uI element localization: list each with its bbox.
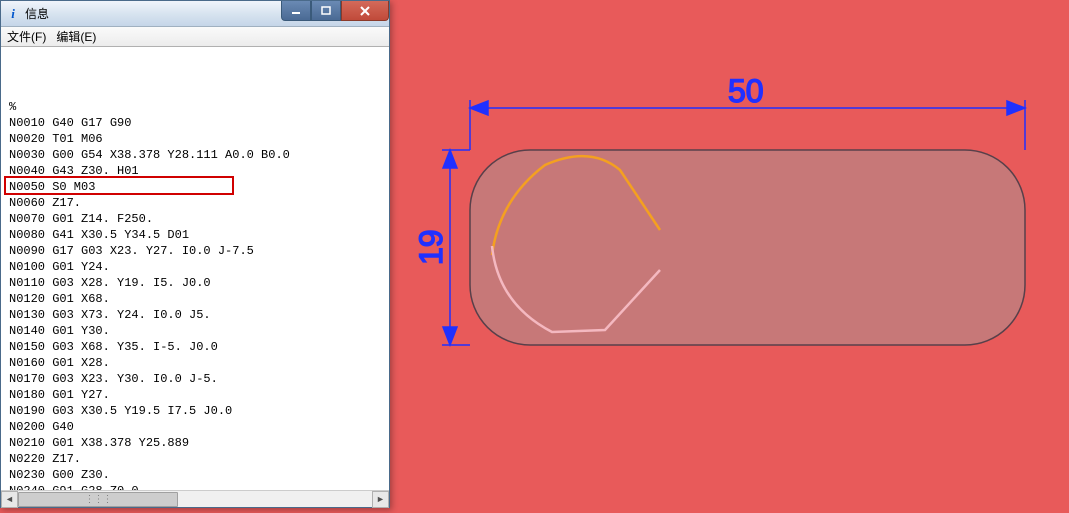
dim-top-value: 50 [728, 73, 764, 109]
code-line: N0140 G01 Y30. [9, 323, 389, 339]
cad-canvas: 50 19 [390, 0, 1069, 508]
minimize-button[interactable] [281, 1, 311, 21]
scroll-left-button[interactable]: ◄ [1, 491, 18, 508]
code-content[interactable]: %N0010 G40 G17 G90N0020 T01 M06N0030 G00… [1, 47, 389, 490]
code-line: N0220 Z17. [9, 451, 389, 467]
code-line: N0100 G01 Y24. [9, 259, 389, 275]
horizontal-scrollbar[interactable]: ◄ ⋮⋮⋮ ► [1, 490, 389, 507]
code-line: N0130 G03 X73. Y24. I0.0 J5. [9, 307, 389, 323]
scroll-right-button[interactable]: ► [372, 491, 389, 508]
code-line: N0010 G40 G17 G90 [9, 115, 389, 131]
maximize-button[interactable] [311, 1, 341, 21]
code-line: N0030 G00 G54 X38.378 Y28.111 A0.0 B0.0 [9, 147, 389, 163]
titlebar[interactable]: i 信息 [1, 1, 389, 27]
info-window: i 信息 文件(F) 编辑(E) %N0010 G40 G17 G90N0020… [0, 0, 390, 508]
menu-file[interactable]: 文件(F) [7, 28, 46, 45]
menubar: 文件(F) 编辑(E) [1, 27, 389, 47]
code-line: % [9, 99, 389, 115]
scroll-thumb[interactable]: ⋮⋮⋮ [18, 492, 178, 507]
dimension-left: 19 [413, 150, 470, 345]
code-line: N0070 G01 Z14. F250. [9, 211, 389, 227]
scroll-track[interactable]: ⋮⋮⋮ [18, 491, 372, 508]
slot-shape [470, 150, 1025, 345]
code-line: N0080 G41 X30.5 Y34.5 D01 [9, 227, 389, 243]
code-line: N0240 G91 G28 Z0.0 [9, 483, 389, 490]
menu-edit[interactable]: 编辑(E) [56, 28, 96, 45]
code-line: N0020 T01 M06 [9, 131, 389, 147]
code-line: N0120 G01 X68. [9, 291, 389, 307]
code-line: N0060 Z17. [9, 195, 389, 211]
dim-left-value: 19 [413, 229, 449, 265]
code-line: N0210 G01 X38.378 Y25.889 [9, 435, 389, 451]
code-line: N0190 G03 X30.5 Y19.5 I7.5 J0.0 [9, 403, 389, 419]
code-line: N0200 G40 [9, 419, 389, 435]
code-line: N0050 S0 M03 [9, 179, 389, 195]
code-line: N0040 G43 Z30. H01 [9, 163, 389, 179]
dimension-top: 50 [470, 73, 1025, 150]
info-icon: i [5, 6, 21, 22]
code-line: N0090 G17 G03 X23. Y27. I0.0 J-7.5 [9, 243, 389, 259]
window-title: 信息 [25, 5, 49, 22]
code-line: N0160 G01 X28. [9, 355, 389, 371]
code-line: N0150 G03 X68. Y35. I-5. J0.0 [9, 339, 389, 355]
close-button[interactable] [341, 1, 389, 21]
code-line: N0180 G01 Y27. [9, 387, 389, 403]
code-line: N0110 G03 X28. Y19. I5. J0.0 [9, 275, 389, 291]
code-line: N0230 G00 Z30. [9, 467, 389, 483]
code-line: N0170 G03 X23. Y30. I0.0 J-5. [9, 371, 389, 387]
